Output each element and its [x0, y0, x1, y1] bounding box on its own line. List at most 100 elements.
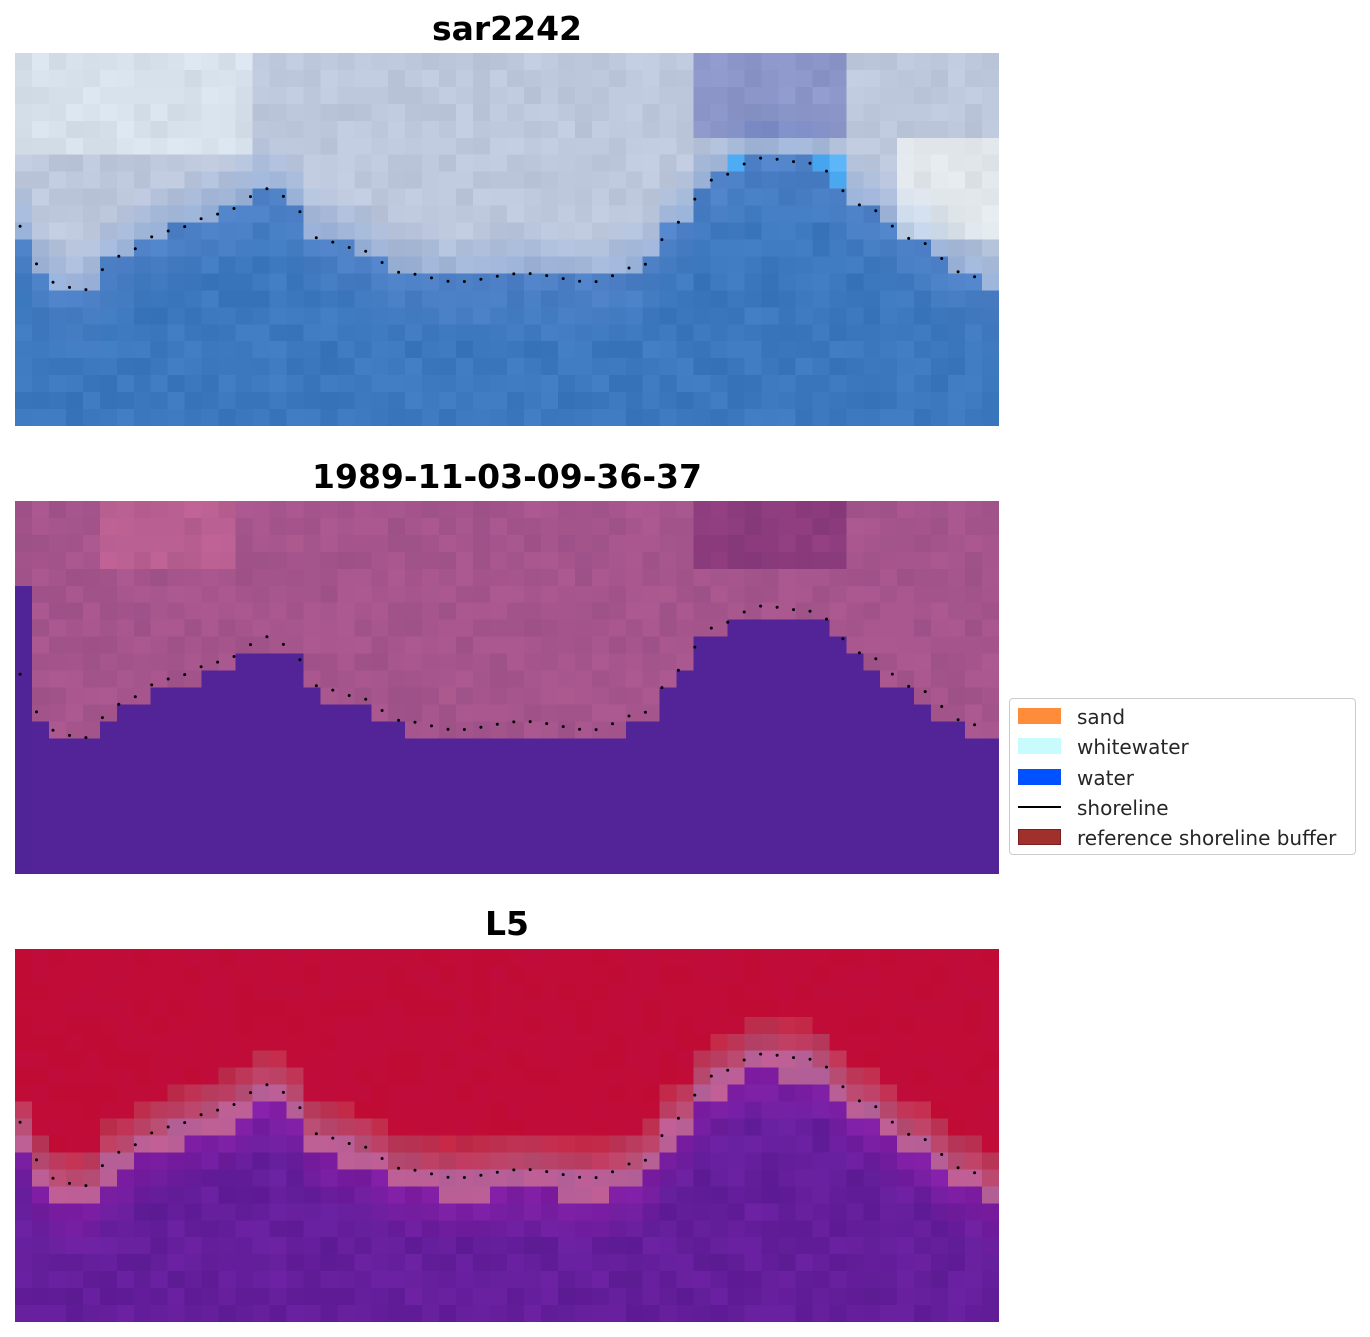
shoreline-point [841, 637, 845, 641]
shoreline-point [923, 242, 927, 246]
panel-title-2: 1989-11-03-09-36-37 [312, 457, 702, 496]
shoreline-point [479, 277, 483, 281]
shoreline-point [956, 1166, 960, 1170]
shoreline-point [298, 210, 302, 214]
shoreline-point [298, 658, 302, 662]
legend-item-whitewater: whitewater [1010, 731, 1355, 761]
shoreline-point [956, 718, 960, 722]
shoreline-point [643, 262, 647, 266]
shoreline-point [841, 1085, 845, 1089]
shoreline-point [759, 604, 763, 608]
shoreline-point [166, 229, 170, 233]
shoreline-point [693, 645, 697, 649]
shoreline-point [166, 1125, 170, 1129]
shoreline-point [545, 274, 549, 278]
shoreline-point [825, 169, 828, 173]
shoreline-point [446, 1175, 450, 1179]
shoreline-point [643, 710, 647, 714]
shoreline-point [676, 1116, 680, 1120]
shoreline-point [825, 617, 828, 621]
shoreline-point [364, 697, 368, 701]
shoreline-point [249, 195, 252, 199]
shoreline-point [347, 246, 351, 249]
shoreline-overlay-3 [18, 1052, 977, 1188]
shoreline-point [561, 725, 565, 729]
image-panel-index [15, 949, 999, 1322]
shoreline-line-icon [1018, 806, 1061, 808]
shoreline-point [133, 1143, 137, 1147]
shoreline-point [265, 1083, 269, 1087]
shoreline-point [265, 187, 269, 191]
shoreline-point [611, 1170, 614, 1174]
shoreline-point [594, 1176, 598, 1180]
shoreline-point [133, 247, 137, 251]
shoreline-overlay-2 [18, 604, 977, 740]
shoreline-point [331, 1136, 335, 1140]
shoreline-point [314, 684, 318, 688]
shoreline-point [808, 1057, 812, 1061]
shoreline-point [100, 1164, 104, 1168]
shoreline-point [133, 695, 137, 699]
shoreline-point [281, 1090, 285, 1094]
reference-buffer-swatch [1018, 829, 1061, 845]
legend-label-reference-buffer: reference shoreline buffer [1077, 826, 1337, 850]
shoreline-point [364, 249, 368, 253]
shoreline-point [35, 1158, 38, 1162]
shoreline-point [643, 1158, 647, 1162]
shoreline-point [940, 257, 944, 260]
shoreline-point [627, 1162, 631, 1166]
shoreline-point [792, 1056, 795, 1060]
shoreline-point [413, 720, 417, 724]
shoreline-point [512, 720, 516, 724]
shoreline-point [51, 728, 55, 732]
shoreline-point [281, 194, 285, 198]
shoreline-point [249, 1091, 252, 1095]
shoreline-point [940, 705, 944, 708]
shoreline-point [808, 609, 812, 613]
shoreline-point [561, 1173, 565, 1177]
shoreline-point [660, 238, 664, 242]
shoreline-point [150, 683, 154, 687]
shoreline-point [973, 723, 977, 727]
shoreline-point [874, 657, 878, 661]
shoreline-point [611, 274, 614, 278]
shoreline-point [512, 1168, 516, 1172]
shoreline-point [430, 724, 433, 728]
shoreline-point [775, 605, 779, 609]
legend: sand whitewater water shoreline referenc… [1009, 698, 1356, 855]
shoreline-point [923, 690, 927, 694]
shoreline-point [841, 189, 845, 193]
shoreline-point [775, 157, 779, 161]
image-panel-rgb [15, 53, 999, 426]
shoreline-point [216, 1108, 220, 1112]
shoreline-point [18, 224, 22, 228]
shoreline-point [907, 236, 911, 240]
shoreline-point [446, 727, 450, 731]
shoreline-point [874, 1105, 878, 1109]
shoreline-point [545, 722, 549, 726]
shoreline-point [380, 1157, 384, 1160]
shoreline-point [183, 225, 187, 229]
shoreline-point [314, 1132, 318, 1136]
shoreline-point [347, 1142, 351, 1145]
shoreline-point [183, 673, 187, 677]
shoreline-point [693, 197, 697, 201]
shoreline-point [709, 178, 713, 182]
shoreline-point [35, 710, 38, 714]
shoreline-point [578, 1175, 582, 1179]
shoreline-point [232, 1103, 236, 1106]
shoreline-point [528, 272, 532, 276]
shoreline-point [51, 1176, 55, 1180]
shoreline-point [232, 655, 236, 658]
shoreline-point [364, 1145, 368, 1149]
shoreline-point [578, 279, 582, 283]
shoreline-point [183, 1121, 187, 1125]
shoreline-point [956, 270, 960, 274]
shoreline-point [462, 280, 466, 283]
legend-item-water: water [1010, 762, 1355, 792]
shoreline-point [528, 720, 532, 724]
shoreline-point [709, 1074, 713, 1078]
shoreline-point [495, 722, 499, 726]
panel-title-3: L5 [485, 904, 529, 943]
shoreline-point [380, 261, 384, 264]
